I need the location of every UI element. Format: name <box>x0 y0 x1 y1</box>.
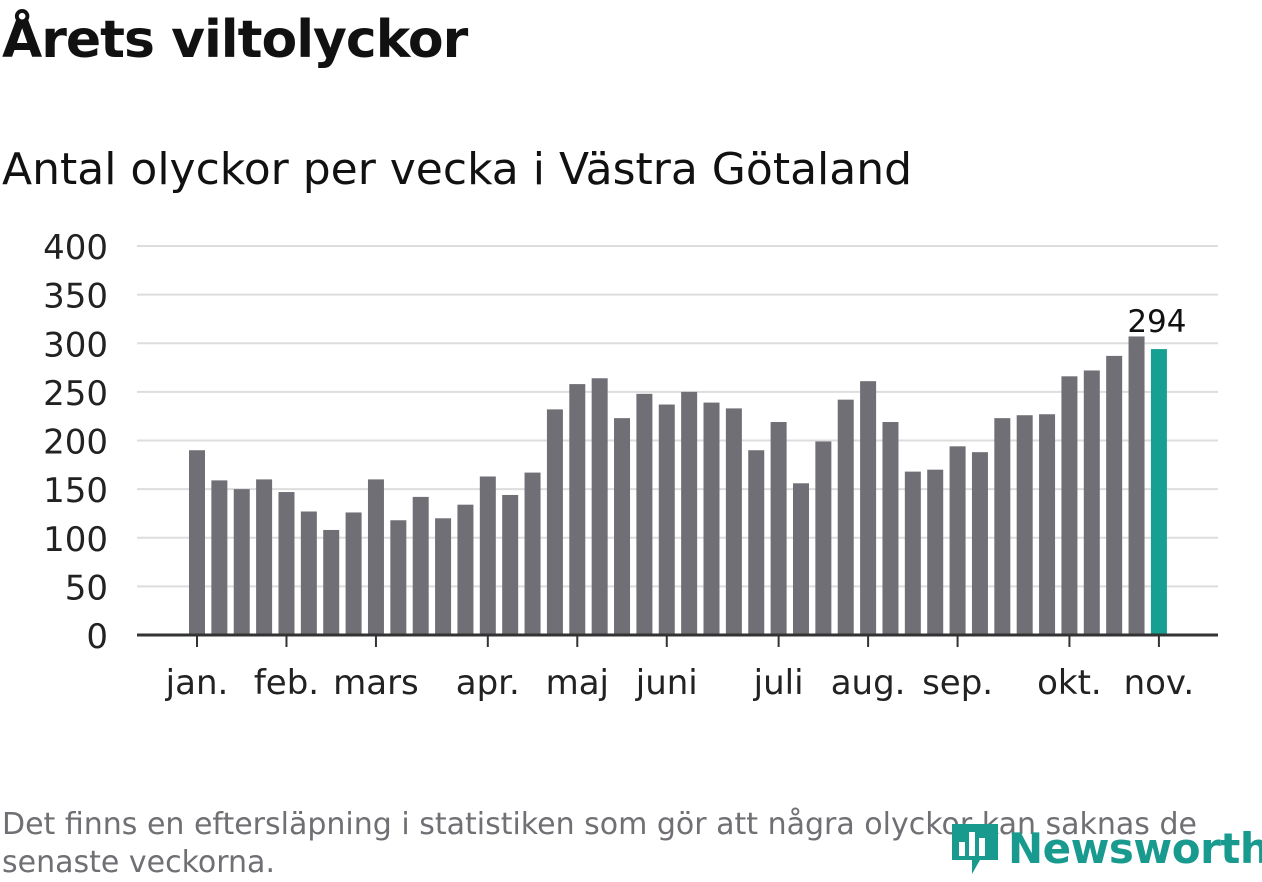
y-tick-label: 350 <box>43 277 108 317</box>
month-label: nov. <box>1124 663 1195 703</box>
bar <box>367 479 384 635</box>
chart-title: Årets viltolyckor <box>2 10 468 70</box>
month-label: jan. <box>165 663 229 703</box>
month-label: apr. <box>456 663 520 703</box>
chart-subtitle: Antal olyckor per vecka i Västra Götalan… <box>2 144 913 195</box>
bar <box>233 489 250 635</box>
highlight-bar <box>1150 349 1167 635</box>
bar <box>994 418 1011 635</box>
bar-chart: 0 50 100 150 200 250 300 350 400 jan. feb. mars apr.… <box>43 228 1218 703</box>
bar <box>770 422 787 635</box>
bar <box>211 480 228 635</box>
month-label: mars <box>333 663 419 703</box>
month-label: sep. <box>922 663 993 703</box>
bar <box>479 476 496 635</box>
bar <box>725 408 742 635</box>
bar <box>658 404 675 635</box>
bar <box>546 409 563 635</box>
month-label: feb. <box>254 663 319 703</box>
highlight-value-label: 294 <box>1127 304 1186 340</box>
newsworthy-logo[interactable]: Newsworthy <box>950 820 1262 876</box>
y-tick-label: 400 <box>43 228 108 268</box>
bar <box>1039 414 1056 635</box>
y-tick-label: 250 <box>43 374 108 414</box>
y-tick-label: 50 <box>65 568 108 608</box>
y-tick-label: 100 <box>43 520 108 560</box>
month-label: okt. <box>1037 663 1102 703</box>
bar <box>815 441 832 635</box>
bar <box>591 378 608 635</box>
bar <box>949 446 966 635</box>
bar <box>345 512 362 635</box>
bar <box>524 472 541 635</box>
month-label: maj <box>546 663 609 703</box>
bar <box>1016 415 1033 635</box>
bar <box>614 418 631 635</box>
y-tick-label: 300 <box>43 325 108 365</box>
bar <box>256 479 273 635</box>
bar <box>927 469 944 635</box>
bar <box>837 399 854 635</box>
bar <box>703 402 720 635</box>
bar <box>390 520 407 635</box>
bar <box>748 450 765 635</box>
bar <box>323 529 340 635</box>
month-label: aug. <box>831 663 906 703</box>
bar <box>1106 355 1123 635</box>
bar <box>300 511 317 635</box>
bar <box>502 494 519 635</box>
bar <box>860 381 877 635</box>
bar <box>412 496 429 635</box>
brand-name: Newsworthy <box>1008 823 1262 873</box>
y-tick-label: 200 <box>43 423 108 463</box>
bar <box>636 393 653 635</box>
newsworthy-logo-icon <box>952 824 998 874</box>
bar <box>681 391 698 635</box>
bar <box>435 518 452 635</box>
month-label: juni <box>635 663 698 703</box>
bar <box>189 450 205 635</box>
bar <box>1061 376 1078 635</box>
month-label: juli <box>753 663 804 703</box>
bar <box>278 492 295 635</box>
y-tick-label: 150 <box>43 471 108 511</box>
bar <box>1083 370 1100 635</box>
bar <box>1128 336 1145 635</box>
bar <box>971 452 988 635</box>
bar <box>569 384 586 635</box>
y-tick-label: 0 <box>86 617 108 657</box>
bar <box>457 504 474 635</box>
bar <box>904 471 921 635</box>
bar <box>792 483 809 635</box>
bar <box>882 422 899 635</box>
